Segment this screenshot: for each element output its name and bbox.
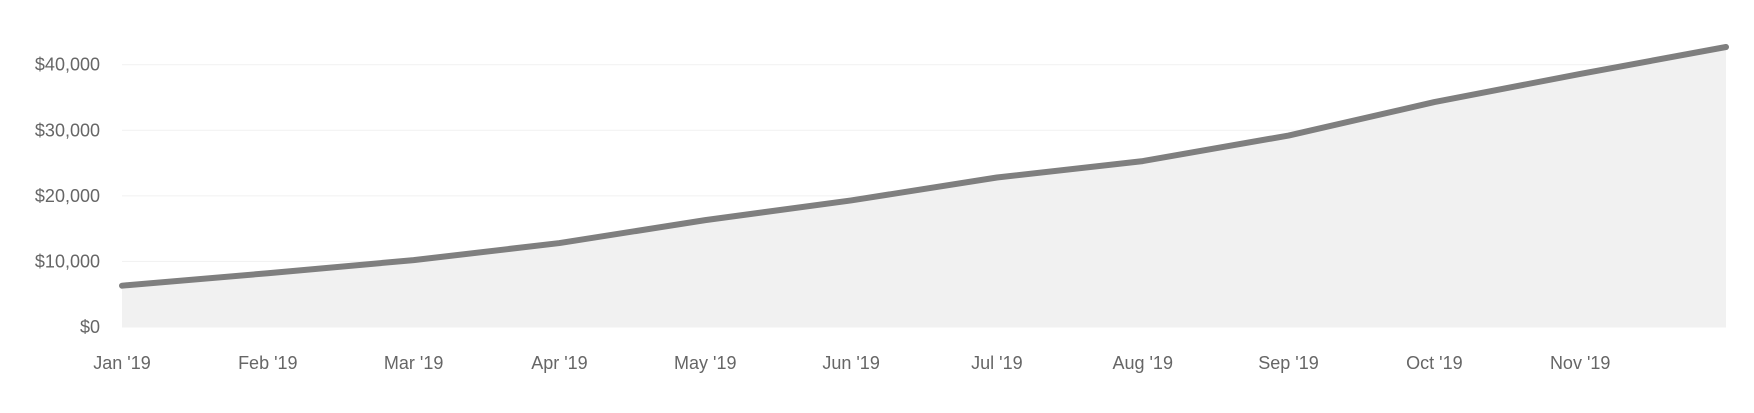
x-tick-label: Sep '19 (1258, 353, 1319, 373)
y-tick-label: $20,000 (35, 186, 100, 206)
y-tick-label: $10,000 (35, 251, 100, 271)
x-tick-label: Jun '19 (822, 353, 879, 373)
y-axis: $0 $10,000 $20,000 $30,000 $40,000 (35, 55, 100, 337)
x-tick-label: Oct '19 (1406, 353, 1462, 373)
x-tick-label: May '19 (674, 353, 736, 373)
x-tick-label: Jul '19 (971, 353, 1022, 373)
x-tick-label: Mar '19 (384, 353, 443, 373)
area-layer (122, 47, 1726, 327)
x-tick-label: Nov '19 (1550, 353, 1610, 373)
x-tick-label: Apr '19 (531, 353, 587, 373)
series-line (119, 44, 1729, 289)
x-tick-label: Feb '19 (238, 353, 297, 373)
line-layer (119, 44, 1729, 289)
x-tick-label: Jan '19 (93, 353, 150, 373)
series-area (122, 47, 1726, 327)
x-axis: Jan '19 Feb '19 Mar '19 Apr '19 May '19 Jun '… (93, 353, 1610, 373)
x-tick-label: Aug '19 (1112, 353, 1173, 373)
y-tick-label: $0 (80, 317, 100, 337)
y-tick-label: $40,000 (35, 55, 100, 75)
y-tick-label: $30,000 (35, 120, 100, 140)
